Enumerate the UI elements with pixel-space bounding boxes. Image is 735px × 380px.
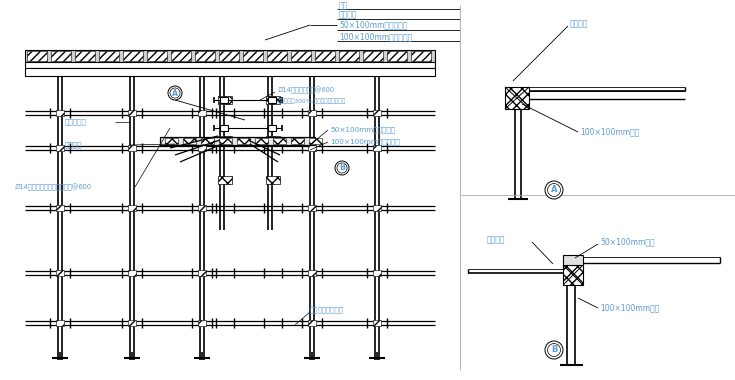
Circle shape [545,341,563,359]
Bar [273,138,286,144]
Bar [291,138,304,144]
Bar [171,51,191,61]
Text: 100×100mm方木主龙骨: 100×100mm方木主龙骨 [339,33,412,41]
Bar [128,205,136,211]
Text: 100×100mm方木: 100×100mm方木 [580,128,639,136]
Bar [128,270,136,276]
Text: 100×100mm方木主龙骨: 100×100mm方木主龙骨 [330,139,400,145]
Bar [220,125,228,131]
Bar [198,145,206,151]
Bar [198,270,206,276]
Bar [373,205,381,211]
Bar [198,205,206,211]
Bar [201,138,214,144]
Bar [563,255,583,265]
Bar [75,51,95,61]
Bar [25,50,435,62]
Circle shape [545,181,563,199]
Bar [147,51,167,61]
Bar [308,205,316,211]
Bar [268,97,276,103]
Bar [237,138,250,144]
Bar [339,51,359,61]
Bar [218,96,232,104]
Bar [266,96,280,104]
Text: A: A [172,89,178,98]
Bar [373,270,381,276]
Bar [56,145,64,151]
Bar [198,110,206,116]
Text: 木塑模板: 木塑模板 [487,236,506,244]
Text: 100×100mm方木: 100×100mm方木 [600,304,659,312]
Bar [99,51,119,61]
Bar [266,176,280,184]
Bar [255,138,268,144]
Bar [308,320,316,326]
Bar [128,110,136,116]
Bar [373,110,381,116]
Bar [123,51,143,61]
Bar [309,138,322,144]
Bar [27,51,47,61]
Text: 木塑模板: 木塑模板 [339,11,357,19]
Bar [505,87,529,109]
Text: 足厚多层板: 足厚多层板 [65,119,87,125]
Text: 50×100mm方木次龙骨: 50×100mm方木次龙骨 [339,21,407,30]
Circle shape [548,344,561,356]
Text: ⅅ14对拉透适板舵@600: ⅅ14对拉透适板舵@600 [278,86,335,94]
Bar [128,145,136,151]
Text: 夹心板增加300‰，透层加一层外夹板: 夹心板增加300‰，透层加一层外夹板 [278,98,346,104]
Bar [25,62,435,68]
Text: 楼板: 楼板 [339,2,348,11]
Bar [308,270,316,276]
Bar [308,145,316,151]
Circle shape [168,86,182,100]
Bar [363,51,383,61]
Text: 方木斜撇: 方木斜撇 [65,142,82,148]
Bar [373,320,381,326]
Text: ⅅ14对拉透适板舵（不穿档）@600: ⅅ14对拉透适板舵（不穿档）@600 [15,183,92,191]
Bar [56,205,64,211]
Bar [373,145,381,151]
Bar [56,320,64,326]
Bar [291,51,311,61]
Text: 50×100mm方木: 50×100mm方木 [600,238,655,247]
Bar [268,125,276,131]
Text: 50×100mm方木次龙骨: 50×100mm方木次龙骨 [330,127,395,133]
Bar [195,51,215,61]
Bar [198,320,206,326]
Bar [56,270,64,276]
Text: 木塑模板: 木塑模板 [570,19,589,28]
Circle shape [337,163,347,173]
Bar [219,51,239,61]
Bar [51,51,71,61]
Bar [267,51,287,61]
Circle shape [170,88,180,98]
Bar [563,265,583,285]
Bar [219,138,232,144]
Bar [160,137,315,145]
Bar [387,51,407,61]
Bar [220,97,228,103]
Bar [165,138,178,144]
Text: A: A [551,185,557,195]
Bar [243,51,263,61]
Text: B: B [551,345,557,355]
Bar [128,320,136,326]
Text: B: B [339,163,345,173]
Bar [218,136,232,144]
Bar [411,51,431,61]
Circle shape [335,161,349,175]
Bar [218,176,232,184]
Bar [308,110,316,116]
Bar [315,51,335,61]
Bar [25,68,435,76]
Circle shape [548,184,561,196]
Text: 盘口打钉加固支文: 盘口打钉加固支文 [310,307,344,313]
Bar [56,110,64,116]
Bar [183,138,196,144]
Bar [266,136,280,144]
